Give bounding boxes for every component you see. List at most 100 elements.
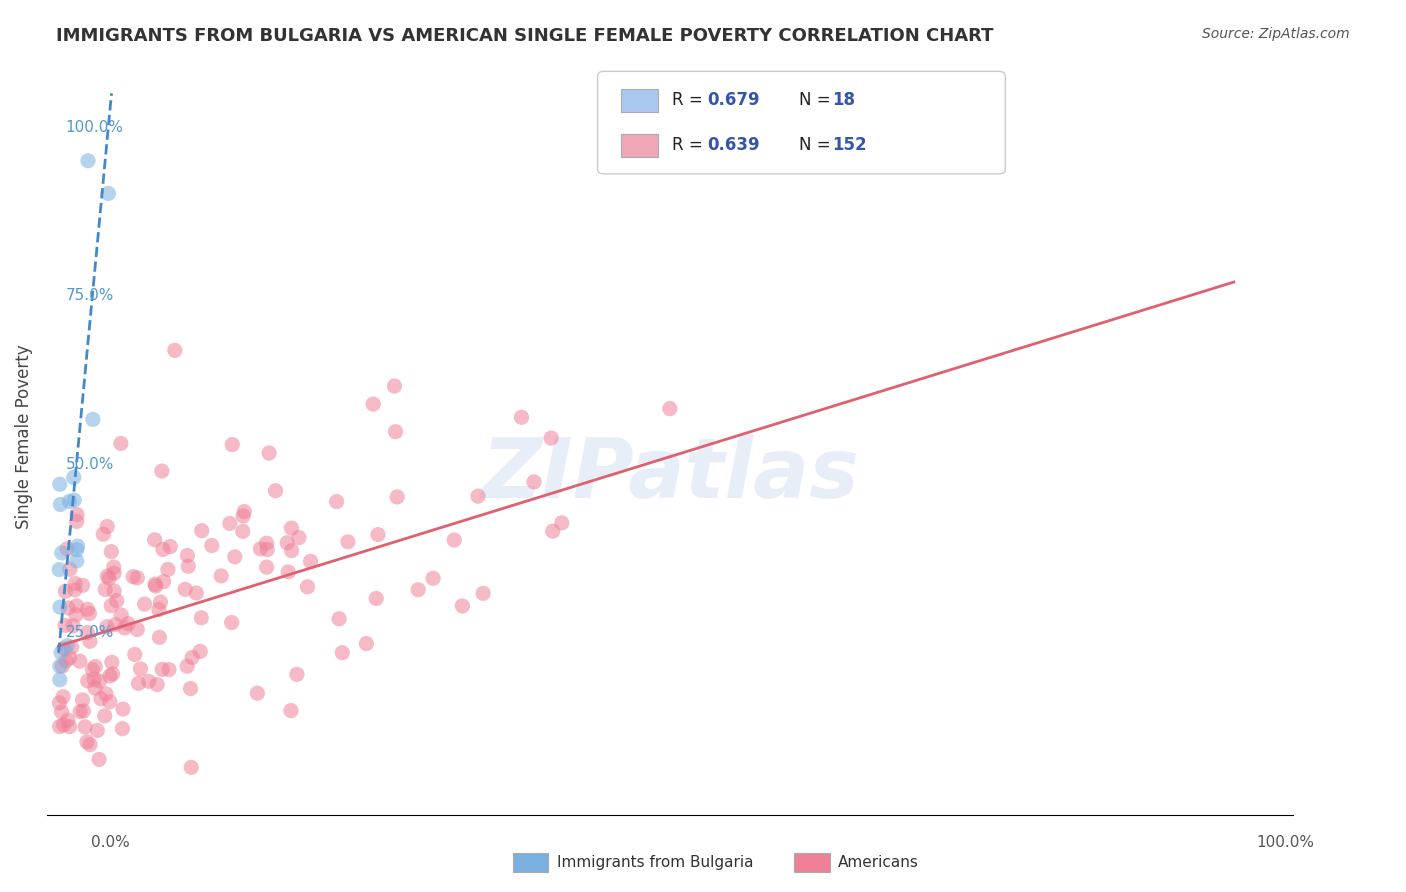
Text: 0.639: 0.639 — [707, 136, 759, 153]
Point — [58, 720, 80, 734]
Point — [406, 582, 429, 597]
Point — [90, 691, 112, 706]
Point — [48, 563, 70, 577]
Text: R =: R = — [672, 136, 709, 153]
Point — [384, 379, 406, 393]
Point — [53, 618, 76, 632]
Point — [65, 607, 87, 622]
Point — [188, 644, 211, 658]
Point — [658, 401, 681, 416]
Point — [111, 702, 134, 716]
Point — [152, 542, 174, 557]
Text: N =: N = — [799, 91, 835, 109]
Point — [422, 571, 444, 585]
Text: Americans: Americans — [838, 855, 920, 870]
Point — [540, 431, 562, 445]
Point — [73, 720, 96, 734]
Point — [159, 540, 181, 554]
Point — [149, 595, 172, 609]
Point — [221, 437, 243, 451]
Point — [53, 584, 76, 599]
Point — [51, 705, 73, 719]
Text: Immigrants from Bulgaria: Immigrants from Bulgaria — [557, 855, 754, 870]
Point — [56, 639, 79, 653]
Point — [129, 662, 152, 676]
Point — [152, 574, 174, 589]
Point — [62, 619, 84, 633]
Point — [186, 586, 208, 600]
Point — [89, 674, 111, 689]
Point — [86, 723, 108, 738]
Text: R =: R = — [672, 91, 709, 109]
Text: IMMIGRANTS FROM BULGARIA VS AMERICAN SINGLE FEMALE POVERTY CORRELATION CHART: IMMIGRANTS FROM BULGARIA VS AMERICAN SIN… — [56, 27, 994, 45]
Point — [66, 542, 89, 557]
Point — [79, 607, 101, 621]
Text: Source: ZipAtlas.com: Source: ZipAtlas.com — [1202, 27, 1350, 41]
Point — [280, 543, 302, 558]
Point — [146, 677, 169, 691]
Point — [156, 562, 179, 576]
Point — [82, 663, 104, 677]
Point — [93, 709, 115, 723]
Point — [325, 494, 347, 508]
Point — [221, 615, 243, 630]
Point — [98, 669, 121, 683]
Text: N =: N = — [799, 136, 835, 153]
Point — [330, 646, 353, 660]
Text: 100.0%: 100.0% — [1257, 836, 1315, 850]
Point — [209, 569, 232, 583]
Point — [201, 539, 224, 553]
Point — [176, 659, 198, 673]
Point — [176, 549, 198, 563]
Point — [66, 515, 89, 529]
Point — [138, 674, 160, 689]
Point — [232, 524, 254, 539]
Point — [82, 412, 104, 426]
Point — [69, 705, 91, 719]
Point — [58, 650, 80, 665]
Point — [49, 600, 72, 615]
Point — [157, 663, 180, 677]
Point — [103, 560, 125, 574]
Point — [256, 560, 278, 574]
Point — [58, 494, 80, 508]
Point — [110, 607, 132, 622]
Point — [66, 508, 89, 522]
Point — [48, 720, 70, 734]
Point — [100, 544, 122, 558]
Text: 75.0%: 75.0% — [66, 288, 114, 303]
Point — [110, 436, 132, 450]
Point — [77, 153, 100, 168]
Point — [96, 519, 118, 533]
Point — [551, 516, 574, 530]
Point — [177, 559, 200, 574]
Point — [51, 659, 73, 673]
Point — [145, 579, 167, 593]
Point — [356, 637, 378, 651]
Point — [52, 641, 75, 656]
Point — [48, 696, 70, 710]
Point — [148, 602, 170, 616]
Point — [180, 760, 202, 774]
Point — [55, 654, 77, 668]
Point — [56, 713, 79, 727]
Point — [91, 527, 114, 541]
Point — [523, 475, 546, 489]
Point — [127, 571, 149, 585]
Point — [105, 593, 128, 607]
Point — [62, 470, 84, 484]
Point — [79, 738, 101, 752]
Point — [472, 586, 495, 600]
Point — [336, 534, 359, 549]
Point — [103, 566, 125, 580]
Point — [98, 695, 121, 709]
Point — [104, 617, 127, 632]
Point — [100, 599, 122, 613]
Point — [510, 410, 533, 425]
Point — [277, 565, 299, 579]
Point — [361, 397, 384, 411]
Point — [328, 612, 350, 626]
Point — [72, 693, 94, 707]
Point — [60, 640, 83, 655]
Point — [49, 498, 72, 512]
